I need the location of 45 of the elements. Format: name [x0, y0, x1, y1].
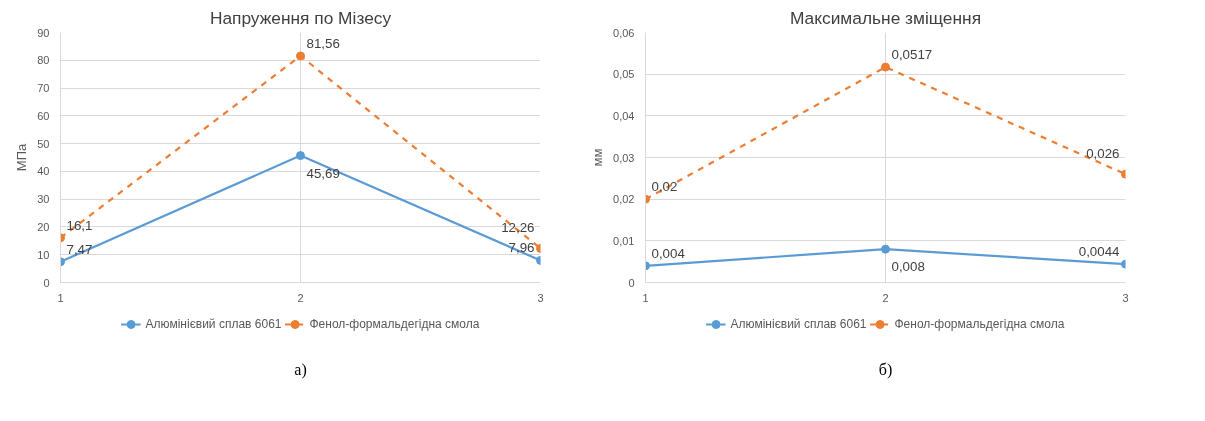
y-tick-label: 0,01 [613, 234, 635, 247]
data-label: 7,96 [508, 240, 535, 256]
y-tick-label: 30 [37, 193, 50, 206]
x-tick-label: 1 [642, 291, 649, 304]
y-tick-label: 50 [37, 137, 50, 150]
x-tick-label: 2 [882, 291, 889, 304]
y-tick-label: 40 [37, 165, 50, 178]
legend-label: Алюмінієвий сплав 6061 [145, 317, 282, 331]
data-label: 0,026 [1086, 146, 1120, 162]
data-label: 0,004 [651, 245, 686, 261]
text: а) [294, 361, 307, 379]
y-tick-label: 60 [37, 109, 50, 122]
y-tick-label: 0,06 [613, 26, 635, 39]
y-tick-label: 0 [43, 276, 50, 289]
data-label: 45,69 [306, 165, 340, 181]
y-tick-label: 80 [37, 54, 50, 67]
legend-label: Алюмінієвий сплав 6061 [730, 317, 867, 331]
y-tick-label: 10 [37, 248, 50, 261]
legend-label: Фенол-формальдегідна смола [309, 317, 480, 331]
y-tick-label: 20 [37, 220, 50, 233]
data-label: 81,56 [306, 35, 340, 51]
x-tick-label: 1 [57, 291, 64, 304]
x-tick-label: 3 [1122, 291, 1129, 304]
legend-label: Фенол-формальдегідна смола [894, 317, 1065, 331]
data-label: 0,008 [891, 259, 925, 275]
data-label: 0,0044 [1078, 244, 1121, 260]
y-tick-label: 0 [628, 276, 635, 289]
y-tick-label: 90 [37, 26, 50, 39]
x-tick-label: 2 [297, 291, 304, 304]
y-tick-label: 0,02 [613, 193, 635, 206]
data-label: 7,47 [66, 241, 93, 257]
y-tick-label: 70 [37, 82, 50, 95]
y-axis-title: МПа [14, 143, 30, 172]
chart-title: Максимальне зміщення [789, 7, 982, 28]
data-label: 0,02 [651, 179, 678, 195]
y-tick-label: 0,05 [613, 68, 635, 81]
x-tick-label: 3 [537, 291, 544, 304]
y-tick-label: 0,04 [613, 109, 635, 122]
y-tick-label: 0,03 [613, 151, 635, 164]
data-label: 0,0517 [891, 47, 933, 63]
y-axis-title: мм [590, 148, 606, 167]
text: б) [878, 361, 893, 379]
chart-title: Напруження по Мізесу [209, 7, 392, 28]
data-label: 12,26 [501, 220, 535, 236]
data-label: 16,1 [66, 217, 93, 233]
